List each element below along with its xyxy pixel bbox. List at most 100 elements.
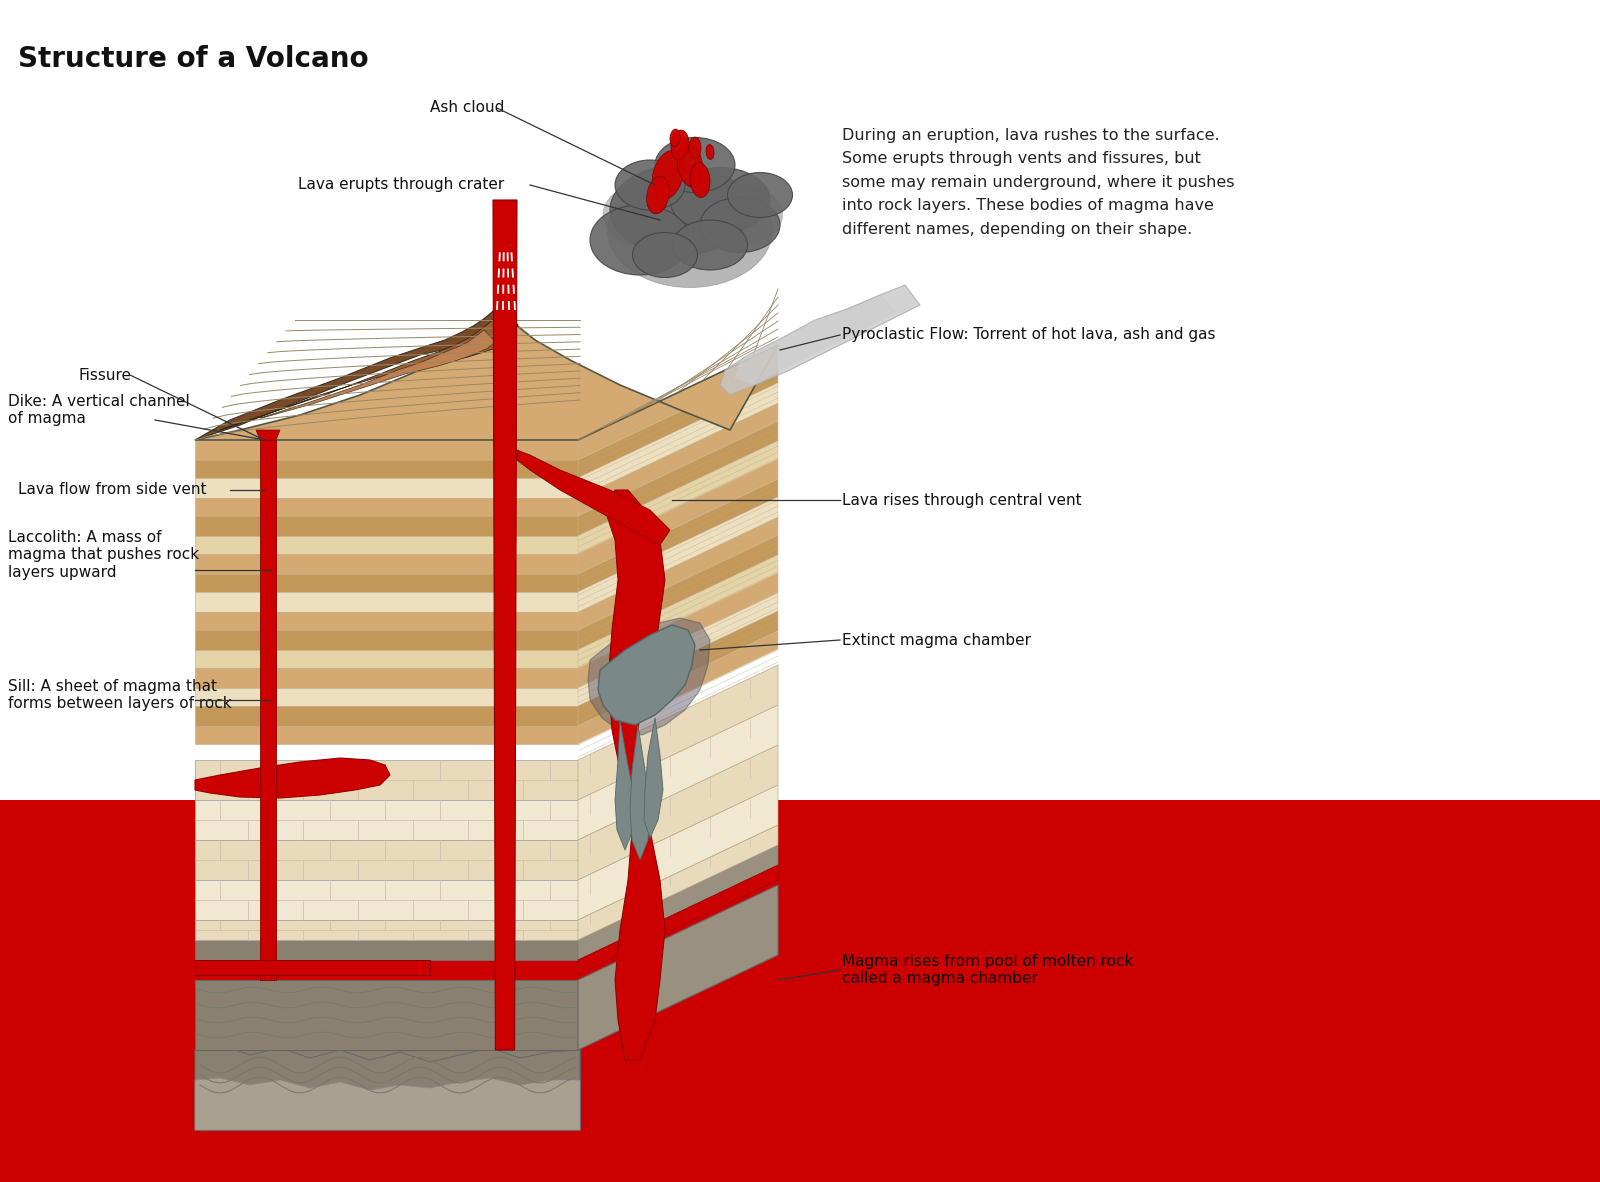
Polygon shape xyxy=(578,845,778,960)
Polygon shape xyxy=(630,725,650,860)
Polygon shape xyxy=(195,920,578,940)
Polygon shape xyxy=(0,800,1600,1182)
Polygon shape xyxy=(195,726,578,743)
Polygon shape xyxy=(195,535,578,554)
Polygon shape xyxy=(517,450,670,545)
Polygon shape xyxy=(578,745,778,881)
Polygon shape xyxy=(578,885,778,1050)
Polygon shape xyxy=(605,491,666,1060)
Polygon shape xyxy=(578,421,778,535)
Text: Ash cloud: Ash cloud xyxy=(430,100,504,116)
Polygon shape xyxy=(195,574,578,592)
Ellipse shape xyxy=(706,144,714,160)
Polygon shape xyxy=(195,800,578,840)
Polygon shape xyxy=(221,318,512,430)
Polygon shape xyxy=(195,668,578,688)
Polygon shape xyxy=(195,881,578,920)
Ellipse shape xyxy=(646,176,669,214)
Polygon shape xyxy=(578,496,778,612)
Text: Structure of a Volcano: Structure of a Volcano xyxy=(18,45,368,73)
Ellipse shape xyxy=(603,182,693,247)
Ellipse shape xyxy=(670,168,770,233)
Polygon shape xyxy=(195,760,578,800)
Polygon shape xyxy=(195,940,578,960)
Ellipse shape xyxy=(677,143,702,187)
Text: Fissure: Fissure xyxy=(78,368,131,383)
Polygon shape xyxy=(578,593,778,706)
Polygon shape xyxy=(643,717,662,838)
Polygon shape xyxy=(195,305,518,440)
Polygon shape xyxy=(589,618,710,735)
Ellipse shape xyxy=(728,173,792,217)
Polygon shape xyxy=(195,460,578,478)
Polygon shape xyxy=(578,517,778,630)
Polygon shape xyxy=(195,960,430,975)
Ellipse shape xyxy=(670,130,690,160)
Polygon shape xyxy=(578,631,778,743)
Polygon shape xyxy=(578,345,778,460)
Text: Dike: A vertical channel
of magma: Dike: A vertical channel of magma xyxy=(8,394,190,427)
Polygon shape xyxy=(578,665,778,800)
Polygon shape xyxy=(195,1078,579,1130)
Polygon shape xyxy=(578,556,778,668)
Text: Lava rises through central vent: Lava rises through central vent xyxy=(842,493,1082,507)
Polygon shape xyxy=(614,720,635,850)
Polygon shape xyxy=(256,430,280,440)
Polygon shape xyxy=(578,825,778,940)
Polygon shape xyxy=(578,365,778,478)
Polygon shape xyxy=(578,383,778,498)
Polygon shape xyxy=(195,960,430,975)
Polygon shape xyxy=(195,650,578,668)
Polygon shape xyxy=(195,706,578,726)
Polygon shape xyxy=(195,554,578,574)
Polygon shape xyxy=(195,305,778,440)
Polygon shape xyxy=(578,459,778,574)
Polygon shape xyxy=(578,611,778,726)
Ellipse shape xyxy=(690,163,710,197)
Ellipse shape xyxy=(632,233,698,278)
Text: Extinct magma chamber: Extinct magma chamber xyxy=(842,632,1030,648)
Polygon shape xyxy=(195,980,578,1050)
Polygon shape xyxy=(195,440,578,460)
Polygon shape xyxy=(578,403,778,517)
Polygon shape xyxy=(578,479,778,592)
Polygon shape xyxy=(195,630,578,650)
Polygon shape xyxy=(578,785,778,920)
Ellipse shape xyxy=(614,160,685,210)
Text: Sill: A sheet of magma that
forms between layers of rock: Sill: A sheet of magma that forms betwee… xyxy=(8,678,232,712)
Text: Pyroclastic Flow: Torrent of hot lava, ash and gas: Pyroclastic Flow: Torrent of hot lava, a… xyxy=(842,327,1216,343)
Ellipse shape xyxy=(690,137,701,160)
Polygon shape xyxy=(195,592,578,612)
Ellipse shape xyxy=(590,204,690,275)
Text: During an eruption, lava rushes to the surface.
Some erupts through vents and fi: During an eruption, lava rushes to the s… xyxy=(842,128,1235,236)
Text: Lava flow from side vent: Lava flow from side vent xyxy=(18,482,206,498)
Polygon shape xyxy=(578,535,778,650)
Polygon shape xyxy=(195,478,578,498)
Polygon shape xyxy=(598,625,694,725)
Text: Lava erupts through crater: Lava erupts through crater xyxy=(298,177,504,193)
Polygon shape xyxy=(195,758,390,798)
Polygon shape xyxy=(259,330,494,418)
Polygon shape xyxy=(578,704,778,840)
Ellipse shape xyxy=(670,129,680,147)
Polygon shape xyxy=(734,296,894,385)
Polygon shape xyxy=(578,441,778,554)
Polygon shape xyxy=(259,440,277,980)
Polygon shape xyxy=(578,865,778,975)
Polygon shape xyxy=(195,498,578,517)
Text: Laccolith: A mass of
magma that pushes rock
layers upward: Laccolith: A mass of magma that pushes r… xyxy=(8,530,198,580)
Ellipse shape xyxy=(610,165,750,255)
Polygon shape xyxy=(195,1045,579,1130)
Polygon shape xyxy=(195,612,578,630)
Ellipse shape xyxy=(654,137,734,193)
Polygon shape xyxy=(720,285,920,395)
Polygon shape xyxy=(493,200,517,1050)
Ellipse shape xyxy=(672,220,747,269)
Polygon shape xyxy=(195,688,578,706)
Ellipse shape xyxy=(698,186,782,245)
Text: Magma rises from pool of molten rock
called a magma chamber: Magma rises from pool of molten rock cal… xyxy=(842,954,1133,986)
Ellipse shape xyxy=(701,197,781,253)
Polygon shape xyxy=(578,573,778,688)
Polygon shape xyxy=(195,840,578,881)
Ellipse shape xyxy=(653,150,683,200)
